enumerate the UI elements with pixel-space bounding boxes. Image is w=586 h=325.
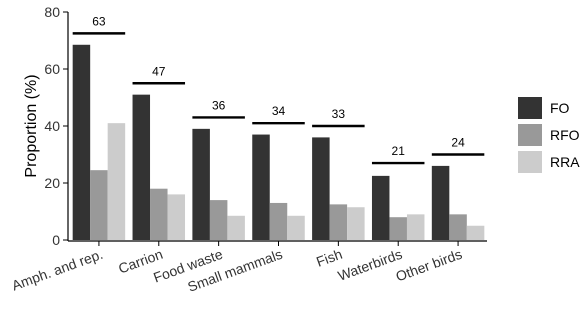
y-tick-label: 80: [44, 4, 60, 20]
y-tick-label: 20: [44, 175, 60, 191]
bar-rra-5: [406, 214, 425, 240]
bar-fo-1: [132, 94, 151, 241]
y-tick-label: 40: [44, 118, 60, 134]
legend-swatch-rfo: [518, 124, 542, 146]
bar-rfo-1: [150, 188, 168, 240]
legend-label-rfo: RFO: [550, 127, 580, 143]
bar-rfo-4: [329, 204, 348, 240]
y-ticks: 0 20 40 60 80: [44, 4, 68, 248]
bar-rfo-0: [90, 170, 108, 240]
bar-rfo-6: [449, 214, 467, 240]
legend-swatch-rra: [518, 151, 542, 173]
x-tick-label: Amph. and rep.: [10, 246, 105, 294]
bar-rra-2: [227, 215, 245, 240]
x-tick-label: Other birds: [394, 246, 465, 285]
bar-rra-6: [466, 225, 485, 240]
legend: FO RFO RRA: [518, 97, 580, 173]
bar-fo-5: [371, 175, 390, 240]
bar-rra-1: [167, 194, 186, 240]
annotation-label: 33: [332, 107, 346, 121]
y-tick-label: 0: [52, 232, 60, 248]
bar-fo-0: [72, 44, 91, 241]
annotation-label: 63: [92, 14, 106, 28]
legend-label-fo: FO: [550, 100, 570, 116]
bar-rra-3: [287, 215, 305, 240]
annotation-label: 24: [451, 136, 465, 150]
bar-fo-2: [192, 128, 210, 240]
legend-swatch-fo: [518, 97, 542, 119]
legend-label-rra: RRA: [550, 154, 580, 170]
bar-fo-3: [252, 134, 270, 240]
annotations: 63 47 36 34 33 21 24: [72, 14, 485, 165]
bar-fo-4: [312, 137, 330, 240]
bars: [72, 44, 485, 241]
bar-rfo-3: [269, 202, 288, 240]
annotation-label: 34: [272, 104, 286, 118]
bar-rra-0: [107, 123, 126, 240]
y-axis-label: Proportion (%): [23, 74, 40, 177]
annotation-label: 36: [212, 98, 226, 112]
plot-area: 0 20 40 60 80 63 47 36 34 33 21 24 Amph. and rep. C…: [10, 4, 487, 295]
y-tick-label: 60: [44, 61, 60, 77]
bar-rra-4: [347, 207, 365, 240]
x-tick-label: Waterbirds: [336, 246, 405, 284]
bar-rfo-5: [389, 217, 407, 240]
annotation-label: 21: [392, 144, 406, 158]
bar-rfo-2: [209, 200, 228, 240]
bar-fo-6: [431, 165, 450, 240]
annotation-label: 47: [152, 64, 166, 78]
